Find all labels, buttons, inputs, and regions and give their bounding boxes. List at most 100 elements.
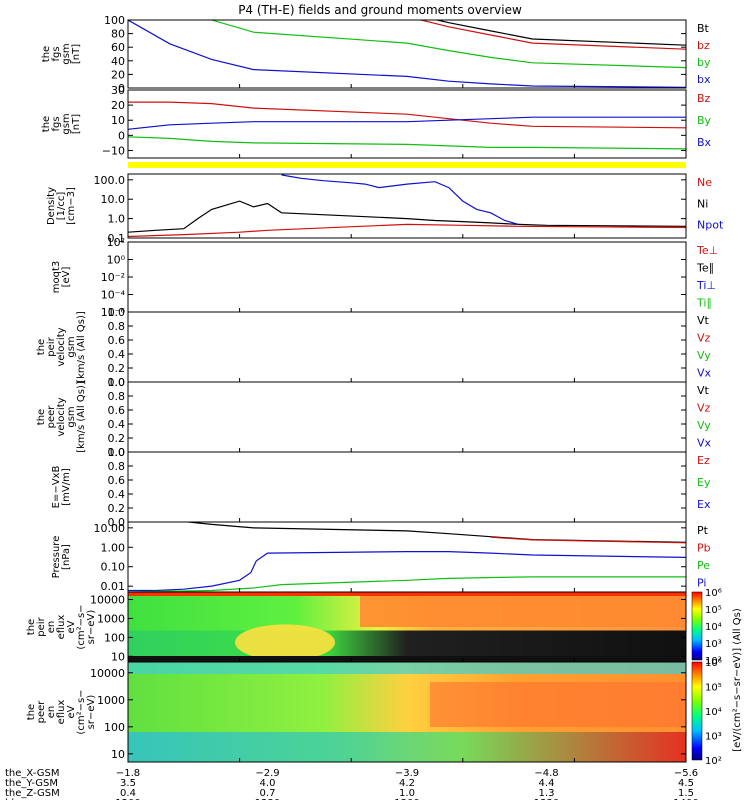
y-tick-label: 0.1	[108, 232, 126, 245]
x-axis-row-value: 1.0	[399, 788, 415, 799]
y-axis-label: gsm	[61, 113, 72, 134]
series-line-By	[128, 136, 686, 150]
series-line-Npot	[281, 174, 519, 225]
y-axis-label: Density	[46, 187, 57, 225]
legend-item-By: By	[697, 114, 712, 127]
x-axis-row-value: 1200	[115, 798, 140, 800]
panel-frame	[127, 311, 687, 383]
x-axis-row-value: 1.3	[539, 788, 555, 799]
y-axis-label: peer	[46, 405, 57, 429]
legend-item-Bz: Bz	[697, 92, 711, 105]
legend-item-Npot: Npot	[697, 219, 724, 232]
y-tick-label: 100	[104, 14, 125, 27]
y-tick-label: 10000	[90, 667, 125, 680]
colorbar-tick-label: 10³	[705, 732, 722, 743]
y-axis-label: gsm	[66, 336, 77, 357]
panel-pressure: 0.01 0.10 1.00 10.00 Pressure [nPa] Pt Pb Pe Pi	[51, 521, 711, 593]
y-tick-label: 0.4	[108, 348, 126, 361]
x-axis-row-value: −3.9	[395, 768, 419, 779]
legend-item-Ti⊥: Ti⊥	[696, 279, 716, 292]
x-axis-annotation: the_X-GSM −1.8 −2.9 −3.9 −4.8 −5.6 the_Y-GSM 3.…	[5, 768, 699, 800]
panel-frame	[127, 661, 687, 763]
series-line-Ni	[128, 200, 686, 233]
y-tick-label: 0.4	[108, 418, 126, 431]
series-line-Pb	[490, 536, 686, 544]
series-line-bx	[128, 20, 686, 88]
legend-item-bx: bx	[697, 73, 711, 86]
y-axis-label: [cm−3]	[66, 187, 77, 225]
x-axis-row-value: 0.7	[260, 788, 276, 799]
y-axis-label: [eV]	[61, 267, 72, 288]
y-tick-label: 10⁻⁶	[101, 306, 126, 319]
y-tick-label: 20	[111, 99, 125, 112]
y-tick-label: 0.8	[108, 320, 126, 333]
legend-item-Vz: Vz	[697, 332, 711, 345]
panel-peer-eflux: 10 100 1000 10000 the peer en eflux eV (cm²−s− sr−…	[26, 658, 722, 767]
y-axis-label: sr−eV)	[86, 610, 97, 645]
legend-item-Ex: Ex	[697, 498, 711, 511]
y-tick-label: 0.0	[108, 376, 126, 389]
colorbar-title: [eV/(cm²−s−sr−eV)] (All Qs)	[732, 608, 743, 752]
y-tick-label: 10000	[90, 594, 125, 607]
y-tick-label: 1000	[97, 694, 125, 707]
legend-item-Vx: Vx	[697, 437, 712, 450]
y-tick-label: 1.00	[101, 541, 126, 554]
y-axis-label: (cm²−s−	[76, 604, 87, 649]
spectrogram-yellow-patch	[235, 624, 335, 661]
y-tick-label: 100	[104, 721, 125, 734]
colorbar-tick-label: 10⁴	[705, 622, 722, 633]
colorbar-tick-label: 10³	[705, 639, 722, 650]
x-axis-row-value: 1230	[255, 798, 280, 800]
panel-peir-eflux: 10 100 1000 10000 the peir en eflux eV (cm²−s− sr−…	[26, 588, 722, 667]
x-axis-row-label: the_X-GSM	[5, 768, 59, 779]
y-tick-label: 0.6	[108, 334, 126, 347]
colorbar-tick-label: 10⁵	[705, 605, 722, 616]
y-axis-label: [nT]	[71, 44, 82, 64]
panel-frame	[127, 89, 687, 159]
y-axis-label: [1/cc]	[56, 192, 67, 221]
spectrogram-top-band	[128, 592, 686, 596]
y-axis-label: eflux	[56, 615, 67, 640]
spectrogram-red-band	[430, 682, 686, 727]
series-line-Bz	[128, 101, 686, 129]
spectrogram-bottom-band	[128, 656, 686, 662]
colorbar-tick-label: 10⁶	[705, 658, 722, 669]
x-axis-row-value: 1330	[534, 798, 559, 800]
y-axis-label: sr−eV)	[86, 695, 97, 730]
legend-item-Pi: Pi	[697, 577, 706, 590]
x-axis-row-value: −1.8	[116, 768, 140, 779]
y-axis-label: [km/s (All Qs)]	[76, 311, 87, 383]
y-tick-label: 80	[111, 28, 125, 41]
series-line-Pt	[182, 522, 686, 543]
legend-item-Vy: Vy	[697, 419, 711, 432]
x-axis-row-value: 4.2	[399, 778, 415, 789]
y-axis-label: E=−VxB	[51, 466, 62, 509]
legend-item-Pb: Pb	[697, 542, 711, 555]
series-line-Pi	[128, 550, 686, 592]
y-tick-label: 1.0	[108, 306, 126, 319]
panel-frame	[127, 451, 687, 523]
legend-item-Te∥: Te∥	[696, 262, 714, 275]
y-axis-label: eV	[66, 620, 77, 633]
spectrogram-top-band	[128, 662, 686, 674]
legend-item-Ne: Ne	[697, 176, 712, 189]
series-line-Bt	[434, 20, 686, 46]
y-axis-label: en	[46, 706, 57, 719]
y-tick-label: 30	[111, 84, 125, 97]
y-tick-label: −10	[102, 144, 125, 157]
y-tick-label: 0.0	[108, 446, 126, 459]
y-axis-label: velocity	[56, 397, 67, 436]
legend-item-Vy: Vy	[697, 349, 711, 362]
y-axis-label: [km/s (All Qs)]	[76, 381, 87, 453]
panel-frame	[127, 19, 687, 89]
panel-frame	[127, 173, 687, 239]
x-axis-row-value: 0.4	[120, 788, 136, 799]
legend-item-bz: bz	[697, 39, 710, 52]
spectrogram-low-band	[128, 732, 686, 762]
y-tick-label: 10⁻⁴	[101, 289, 126, 302]
y-tick-label: 0.4	[108, 488, 126, 501]
y-axis-label: the	[36, 409, 47, 425]
